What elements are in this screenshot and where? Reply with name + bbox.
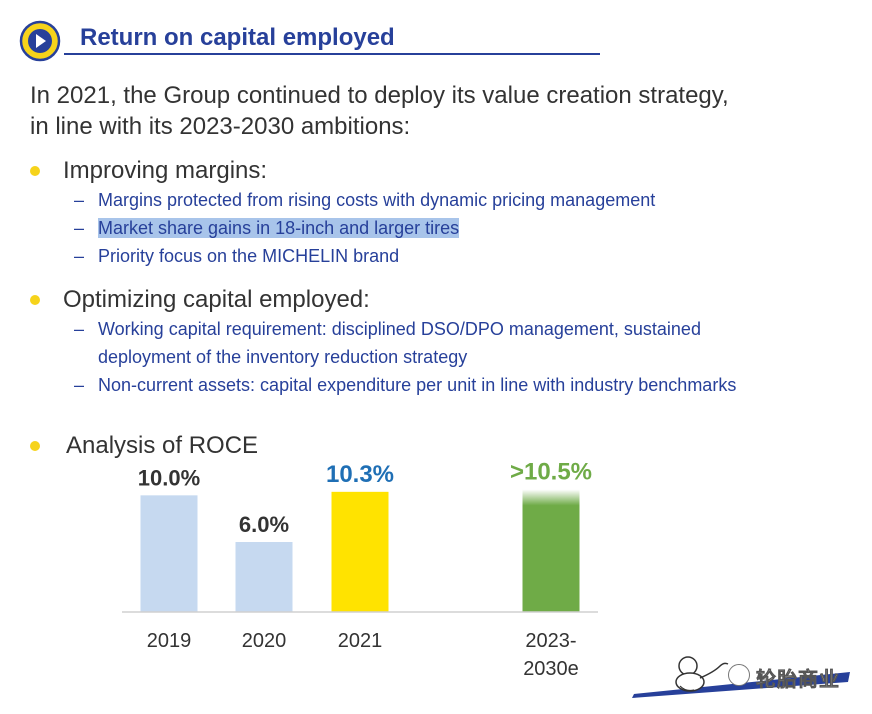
dash-icon: – [74, 218, 85, 238]
play-icon [19, 20, 61, 62]
list-item-highlighted: Market share gains in 18-inch and larger… [98, 218, 460, 238]
x-tick-label: 2020 [242, 630, 287, 652]
data-label: 10.3% [326, 461, 394, 488]
bar-2020 [235, 542, 293, 612]
list-item-continuation: deployment of the inventory reduction st… [98, 347, 468, 367]
x-tick-label: 2021 [338, 630, 383, 652]
dash-icon: – [74, 246, 85, 266]
title-underline [64, 53, 600, 55]
data-label: >10.5% [510, 459, 592, 486]
x-tick-label: 2023- [525, 630, 576, 652]
section-heading-roce: Analysis of ROCE [66, 432, 259, 459]
intro-line: In 2021, the Group continued to deploy i… [30, 82, 729, 109]
x-tick-label: 2030e [523, 658, 579, 680]
dash-icon: – [74, 375, 85, 395]
bullet-dot [30, 295, 40, 305]
list-item: Margins protected from rising costs with… [98, 190, 656, 210]
section-heading-margins: Improving margins: [63, 157, 268, 184]
page-title: Return on capital employed [80, 24, 395, 51]
list-item: Priority focus on the MICHELIN brand [98, 246, 400, 266]
bar-2023-2030e [522, 489, 580, 612]
section-heading-capital: Optimizing capital employed: [63, 286, 370, 313]
dash-icon: – [74, 190, 85, 210]
intro-line: in line with its 2023-2030 ambitions: [30, 113, 411, 140]
data-label: 6.0% [239, 512, 289, 537]
data-label: 10.0% [138, 465, 200, 490]
bar-2019 [140, 495, 198, 612]
intro-paragraph: In 2021, the Group continued to deploy i… [30, 80, 830, 142]
bullet-dot [30, 166, 40, 176]
dash-icon: – [74, 319, 85, 339]
bar-2021 [331, 491, 389, 612]
list-item: Working capital requirement: disciplined… [98, 319, 701, 339]
x-tick-label: 2019 [147, 630, 192, 652]
wechat-icon [728, 664, 750, 686]
list-item: Non-current assets: capital expenditure … [98, 375, 737, 395]
watermark-text: 轮胎商业 [756, 669, 840, 692]
bullet-dot [30, 441, 40, 451]
